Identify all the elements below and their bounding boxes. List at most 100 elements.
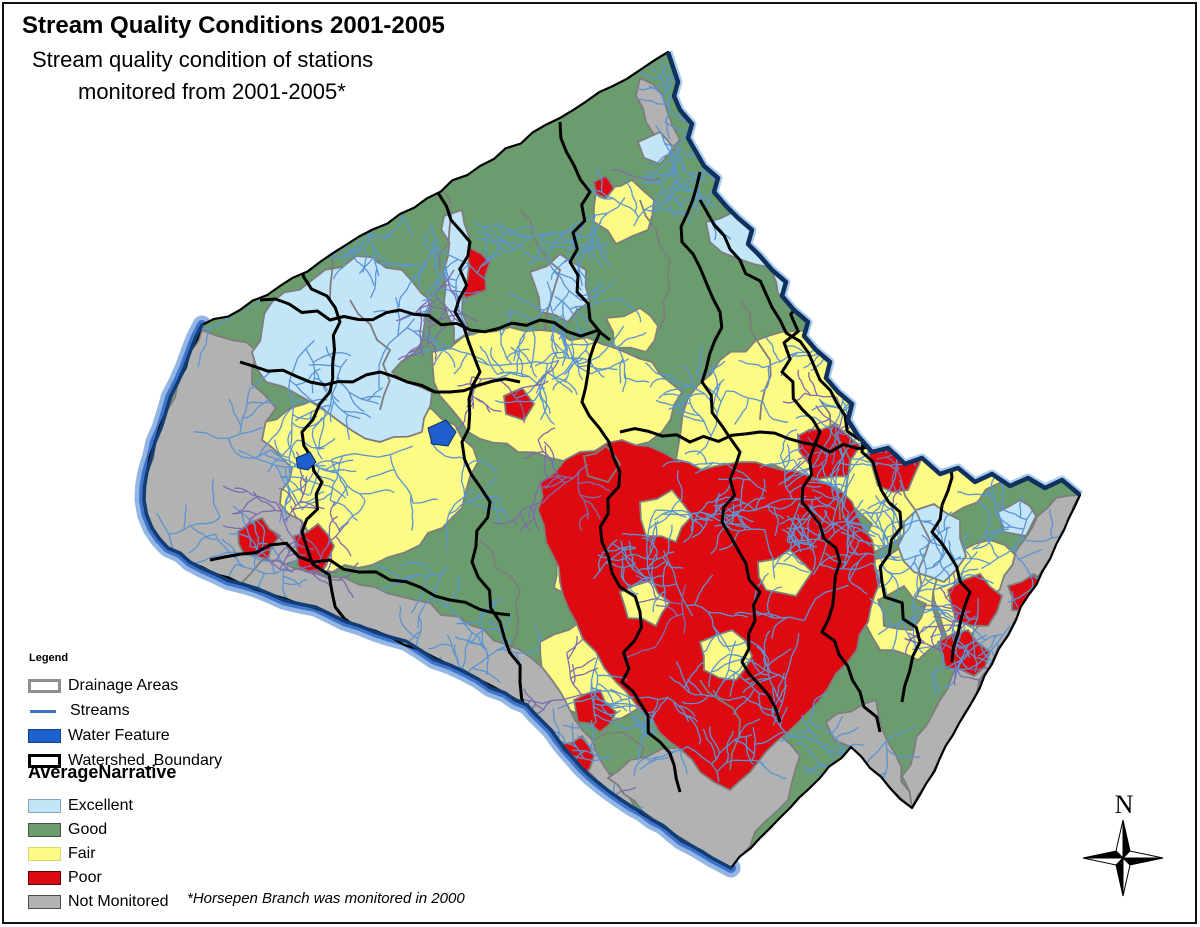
stream-lines [787, 250, 869, 292]
potomac-river-edge [142, 323, 733, 870]
legend-item-label: Water Feature [68, 727, 170, 744]
stream-lines [974, 778, 1080, 868]
north-arrow [1082, 819, 1164, 897]
stream-lines [856, 123, 986, 207]
legend-class-label: Poor [68, 869, 102, 886]
stream-lines [763, 207, 846, 246]
stream-lines [193, 369, 298, 466]
stream-lines [623, 574, 687, 660]
watershed-boundary-line [428, 181, 542, 743]
class-color-swatch [28, 895, 61, 909]
stream-lines [212, 729, 297, 812]
legend-class-not-monitored: Not Monitored [28, 892, 169, 912]
water-feature [295, 451, 317, 471]
stream-lines [611, 168, 660, 181]
map-footnote: *Horsepen Branch was monitored in 2000 [187, 890, 465, 907]
stream-lines [911, 511, 994, 633]
patuxent-river-edge [665, 51, 1082, 497]
legend-heading: Legend [29, 652, 69, 664]
legend-class-label: Not Monitored [68, 893, 169, 910]
stream-lines [475, 197, 626, 312]
zone-fair [639, 488, 694, 544]
stream-lines [395, 269, 481, 363]
watershed-boundary-line [698, 199, 861, 442]
watershed-boundary-line [679, 171, 782, 723]
legend-symbol [28, 754, 61, 768]
legend-class-excellent: Excellent [28, 796, 133, 816]
stream-lines [149, 133, 264, 230]
watershed-boundary-line [209, 541, 511, 617]
legend-item-label: Watershed_Boundary [68, 752, 223, 769]
legend-subheading: AverageNarrative [28, 762, 177, 782]
stream-lines [479, 345, 546, 390]
stream-lines [669, 640, 777, 718]
drainage-boundary-line [639, 199, 671, 331]
watershed-boundary-line [930, 461, 972, 663]
stream-lines [662, 450, 767, 509]
zone-poor [503, 386, 536, 422]
zone-fair [604, 306, 659, 354]
stream-lines [956, 473, 1077, 603]
class-color-swatch [28, 871, 61, 885]
stream-lines [263, 501, 359, 599]
zone-poor [582, 444, 622, 484]
drainage-boundary-line [739, 299, 772, 421]
zone-excellent [251, 255, 434, 443]
legend-class-label: Excellent [68, 797, 133, 814]
legend-item-streams: Streams [28, 701, 130, 721]
watershed-area-layer [144, 52, 1080, 868]
zone-poor [593, 174, 616, 200]
page-title: Stream Quality Conditions 2001-2005 [22, 12, 445, 39]
stream-lines [858, 299, 933, 383]
water-feature [427, 419, 457, 447]
class-color-swatch [28, 847, 61, 861]
legend-class-label: Fair [68, 845, 96, 862]
legend-class-good: Good [28, 820, 107, 840]
stream-lines [597, 470, 687, 588]
stream-lines [588, 146, 706, 227]
north-label: N [1114, 790, 1134, 819]
stream-lines [854, 128, 999, 233]
page-subtitle-line1: Stream quality condition of stations [32, 47, 374, 72]
watershed-boundary-line [780, 301, 882, 733]
legend-class-label: Good [68, 821, 108, 838]
stream-line-symbol [30, 709, 56, 713]
stream-lines [775, 801, 867, 868]
stream-lines [422, 223, 475, 337]
legend-item-label: Streams [70, 702, 130, 719]
drainage-boundary-line [699, 679, 741, 771]
legend-class-fair: Fair [28, 844, 96, 864]
legend-item-drainage-areas: Drainage Areas [28, 676, 178, 696]
drainage-boundary-line [899, 479, 931, 601]
watershed-boundary-line [239, 360, 521, 394]
drainage-boundary-line [349, 299, 392, 411]
class-color-swatch [28, 823, 61, 837]
stream-lines [916, 575, 964, 593]
stream-lines [955, 139, 1069, 246]
legend-item-water-feature: Water Feature [28, 726, 170, 746]
stream-lines [429, 441, 511, 550]
stream-lines [644, 342, 789, 456]
legend-class-poor: Poor [28, 868, 102, 888]
stream-lines [813, 52, 969, 138]
zone-not-monitored [810, 271, 885, 350]
stream-lines [916, 109, 986, 262]
stream-lines [609, 688, 702, 761]
stream-lines [550, 279, 642, 391]
zone-excellent [770, 260, 818, 302]
page-subtitle-line2: monitored from 2001-2005* [78, 79, 346, 104]
watershed-boundary-line [259, 297, 611, 342]
stream-lines [759, 447, 872, 562]
legend-item-label: Drainage Areas [68, 677, 179, 694]
stream-lines [710, 505, 816, 579]
drainage-boundary-line [479, 539, 521, 651]
class-color-swatch [28, 799, 61, 813]
legend-symbol [28, 679, 61, 693]
stream-lines [823, 486, 927, 595]
legend-item-watershed-boundary: Watershed_Boundary [28, 751, 222, 771]
stream-lines [492, 427, 610, 532]
legend-symbol [28, 729, 61, 743]
watershed-boundary-line [558, 121, 682, 793]
